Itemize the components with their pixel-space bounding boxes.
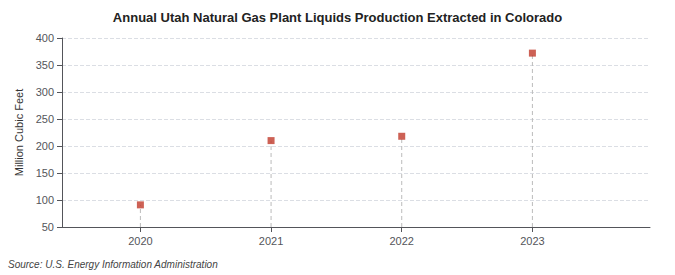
svg-text:2023: 2023 bbox=[520, 235, 544, 247]
svg-text:300: 300 bbox=[36, 86, 54, 98]
svg-text:150: 150 bbox=[36, 167, 54, 179]
svg-text:2021: 2021 bbox=[259, 235, 283, 247]
svg-text:100: 100 bbox=[36, 194, 54, 206]
svg-text:50: 50 bbox=[42, 221, 54, 233]
svg-text:2022: 2022 bbox=[389, 235, 413, 247]
svg-text:Annual Utah Natural Gas Plant: Annual Utah Natural Gas Plant Liquids Pr… bbox=[113, 10, 562, 25]
svg-text:2020: 2020 bbox=[128, 235, 152, 247]
svg-text:Source: U.S. Energy Informatio: Source: U.S. Energy Information Administ… bbox=[8, 259, 218, 270]
svg-text:Million Cubic Feet: Million Cubic Feet bbox=[13, 89, 25, 176]
svg-text:200: 200 bbox=[36, 140, 54, 152]
svg-text:350: 350 bbox=[36, 59, 54, 71]
svg-text:250: 250 bbox=[36, 113, 54, 125]
svg-text:400: 400 bbox=[36, 32, 54, 44]
